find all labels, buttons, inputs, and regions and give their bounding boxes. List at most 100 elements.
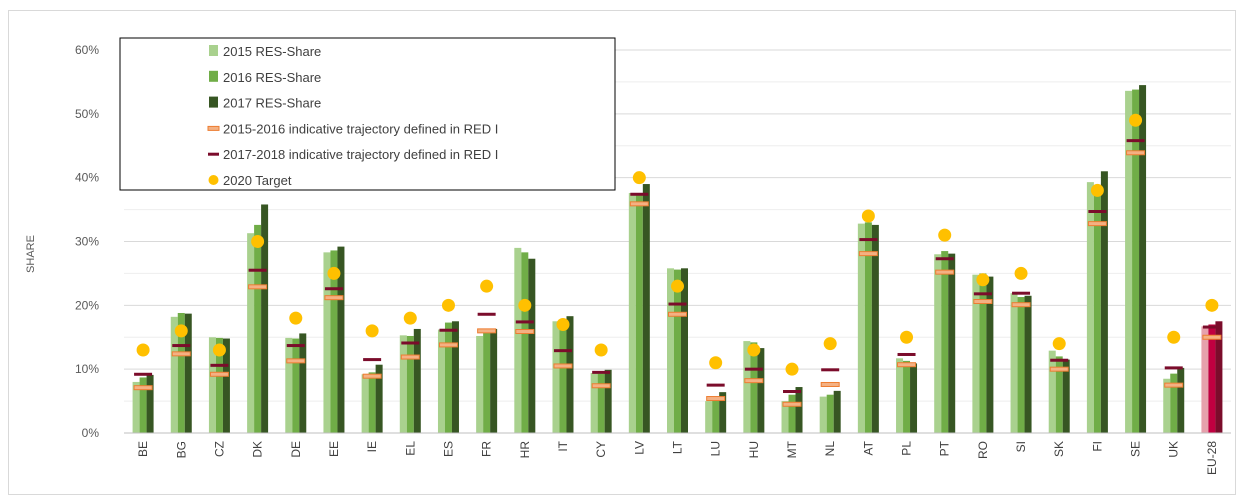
bar-hu-2 — [750, 342, 758, 433]
bar-hu-1 — [743, 341, 751, 433]
trajectory-2015-2016-marker — [820, 381, 840, 387]
trajectory-2015-2016-marker — [973, 299, 993, 305]
bar-fi-1 — [1086, 182, 1094, 433]
target-dot-fi — [1090, 183, 1104, 197]
target-dot-se — [1129, 113, 1143, 127]
bar-es-2 — [444, 322, 452, 433]
x-tick-label: RO — [976, 441, 990, 459]
x-tick-label: CY — [594, 441, 608, 458]
x-tick-label: AT — [861, 440, 875, 455]
bar-eu-28-3 — [1215, 321, 1223, 433]
x-tick-label: LV — [632, 441, 646, 455]
target-dot-de — [289, 311, 303, 325]
target-dot-si — [1014, 266, 1028, 280]
bar-hr-2 — [521, 252, 529, 433]
bar-fr-3 — [490, 328, 498, 433]
bar-dk-1 — [247, 233, 255, 433]
trajectory-2017-2018-marker — [172, 344, 191, 348]
trajectory-2017-2018-marker — [897, 352, 916, 356]
bar-uk-1 — [1163, 378, 1171, 433]
target-dot-hu — [747, 343, 761, 357]
bar-mt-2 — [788, 394, 796, 433]
bar-fr-1 — [476, 335, 484, 433]
target-dot-hr — [518, 298, 532, 312]
bar-si-3 — [1024, 295, 1032, 433]
target-dot-ie — [365, 324, 379, 338]
trajectory-2015-2016-marker — [897, 362, 917, 368]
trajectory-2015-2016-marker — [706, 396, 726, 402]
x-tick-label: IT — [556, 440, 570, 451]
target-dot-uk — [1167, 330, 1181, 344]
trajectory-2017-2018-marker — [1050, 358, 1069, 362]
target-dot-ee — [327, 266, 341, 280]
bar-de-3 — [299, 333, 307, 433]
trajectory-2015-2016-marker — [209, 371, 229, 377]
bar-eu-28-1 — [1201, 326, 1209, 433]
target-dot-sk — [1052, 337, 1066, 351]
x-tick-label: EE — [327, 441, 341, 457]
x-tick-label: MT — [785, 440, 799, 458]
x-tick-label: EL — [403, 441, 417, 456]
bar-se-2 — [1132, 89, 1140, 434]
trajectory-markers — [133, 139, 1222, 407]
trajectory-2015-2016-marker — [515, 329, 535, 335]
legend-label: 2020 Target — [223, 173, 292, 188]
target-dot-es — [441, 298, 455, 312]
x-tick-label: NL — [823, 441, 837, 457]
legend-swatch — [209, 45, 218, 56]
target-dot-el — [403, 311, 417, 325]
trajectory-2017-2018-marker — [668, 302, 687, 306]
legend-swatch — [208, 152, 219, 156]
chart-frame: 0% 10% 20% 30% 40% 50% 60% SHARE BE BG CZ DK DE EE I… — [8, 10, 1236, 495]
bar-uk-2 — [1170, 373, 1178, 433]
x-axis: BE BG CZ DK DE EE IE EL ES FR HR IT CY LV LT LU HU MT NL AT… — [124, 432, 1231, 475]
x-tick-label: UK — [1167, 441, 1181, 458]
bar-pt-1 — [934, 254, 942, 433]
trajectory-2015-2016-marker — [248, 284, 268, 290]
y-tick-label: 50% — [75, 107, 99, 121]
trajectory-2015-2016-marker — [400, 354, 420, 360]
bar-si-2 — [1017, 297, 1025, 433]
legend-label: 2016 RES-Share — [223, 70, 321, 85]
bar-si-1 — [1010, 293, 1018, 433]
bar-se-3 — [1139, 85, 1147, 433]
trajectory-2015-2016-marker — [171, 351, 191, 357]
trajectory-2017-2018-marker — [630, 192, 649, 196]
legend-swatch — [207, 125, 220, 131]
x-tick-label: EU-28 — [1205, 441, 1219, 475]
bar-ee-2 — [330, 250, 338, 433]
bar-de-1 — [285, 337, 293, 433]
trajectory-2015-2016-marker — [1087, 221, 1107, 227]
bar-eu-28-2 — [1208, 324, 1216, 433]
bar-lt-2 — [674, 269, 681, 433]
bar-fi-3 — [1100, 171, 1108, 434]
trajectory-2015-2016-marker — [744, 378, 764, 384]
y-tick-label: 20% — [75, 298, 99, 312]
x-tick-label: DE — [289, 441, 303, 458]
bar-ie-3 — [375, 364, 383, 433]
trajectory-2017-2018-marker — [553, 349, 572, 353]
trajectory-2015-2016-marker — [286, 358, 306, 364]
y-tick-label: 60% — [75, 43, 99, 57]
y-axis: 0% 10% 20% 30% 40% 50% 60% — [75, 43, 99, 440]
bar-at-3 — [871, 224, 879, 433]
bar-pt-3 — [948, 253, 956, 433]
bar-se-1 — [1125, 90, 1133, 433]
bar-cy-2 — [597, 373, 605, 433]
bar-lv-2 — [635, 195, 643, 433]
x-tick-label: HR — [518, 441, 532, 459]
x-tick-label: FI — [1090, 441, 1104, 452]
bar-pl-1 — [896, 358, 904, 433]
trajectory-2017-2018-marker — [1126, 139, 1145, 143]
x-tick-label: PT — [938, 440, 952, 456]
trajectory-2017-2018-marker — [439, 328, 458, 332]
target-dot-bg — [174, 324, 188, 338]
x-tick-label: IE — [365, 441, 379, 452]
legend-label: 2015-2016 indicative trajectory defined … — [223, 121, 498, 136]
bar-nl-1 — [819, 396, 827, 433]
y-tick-label: 30% — [75, 235, 99, 249]
bar-at-1 — [857, 223, 865, 433]
trajectory-2015-2016-marker — [1011, 302, 1031, 308]
x-tick-label: ES — [441, 441, 455, 457]
trajectory-2015-2016-marker — [477, 328, 497, 334]
